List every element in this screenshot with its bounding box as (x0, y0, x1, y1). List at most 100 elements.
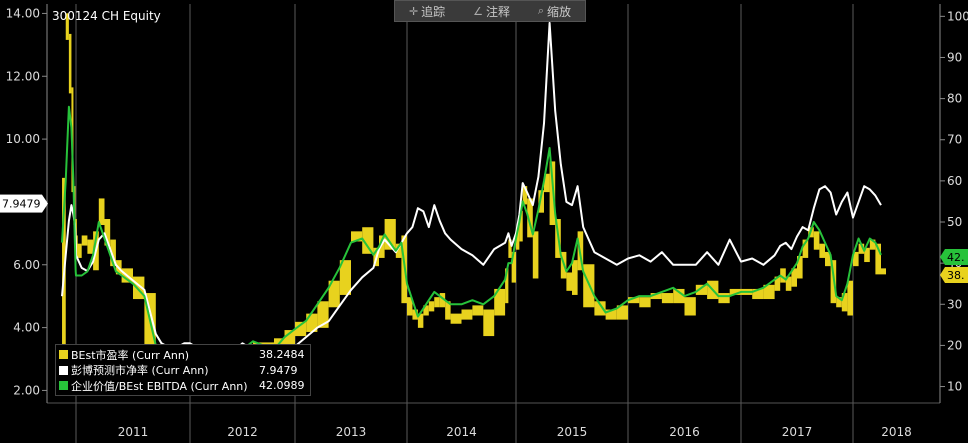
pe-bar (508, 239, 512, 258)
x-axis-labels: 2011 2012 2013 2014 2015 2016 2017 2018 (118, 425, 912, 439)
pe-bar (98, 198, 105, 226)
pe-bar (295, 321, 307, 337)
right-end-tag-text: 38. (947, 269, 965, 282)
x-tick-label-2012: 2012 (227, 425, 258, 439)
pe-bar (752, 288, 764, 300)
legend-label-ev: 企业价值/BEst EBITDA (Curr Ann) (71, 379, 248, 393)
legend-swatch-pe (59, 350, 68, 360)
pe-bar (494, 288, 506, 316)
left-tick-label: 12.00 (6, 69, 40, 83)
legend-item-pb[interactable]: 彭博预测市净率 (Curr Ann) 7.9479 (59, 363, 307, 379)
pe-bar (104, 219, 111, 246)
pe-bar (628, 297, 640, 304)
pe-bar (461, 309, 473, 320)
x-tick-label-2016: 2016 (669, 425, 700, 439)
x-tick-label-2018: 2018 (881, 425, 912, 439)
pe-bar (639, 297, 651, 308)
left-tick-label: 10.00 (6, 132, 40, 146)
left-current-tag-text: 7.9479 (2, 198, 41, 211)
pe-bar (428, 301, 435, 312)
right-tick-label: 20 (947, 338, 962, 352)
pe-bar (527, 198, 533, 238)
pe-bar (718, 293, 730, 304)
pe-bar (813, 231, 820, 250)
pe-bar (791, 268, 797, 287)
right-end-tag-text: 42. (947, 251, 965, 264)
zoom-label: 缩放 (547, 4, 572, 19)
pe-bar (572, 260, 578, 295)
legend-swatch-pb (59, 365, 68, 375)
left-current-tag-arrow (42, 194, 48, 213)
legend-label-pe: BEst市盈率 (Curr Ann) (71, 348, 190, 362)
pe-bar (306, 313, 318, 332)
pe-bar (133, 276, 145, 300)
chart-title: 300124 CH Equity (52, 9, 161, 23)
pe-bar (616, 305, 628, 320)
pe-bar (483, 309, 495, 337)
left-tick-label: 14.00 (6, 6, 40, 20)
legend-value-ev: 42.0989 (259, 379, 305, 393)
zoom-button[interactable]: ⌕ 缩放 (538, 3, 571, 20)
right-tick-label: 60 (947, 174, 962, 188)
pe-bar (780, 268, 786, 283)
pe-bar (407, 297, 413, 316)
legend-item-ev[interactable]: 企业价值/BEst EBITDA (Curr Ann) 42.0989 (59, 378, 307, 394)
magnifier-icon: ⌕ (537, 4, 545, 17)
pe-bar (836, 297, 842, 308)
pe-bar (869, 239, 876, 250)
pe-bar (594, 301, 606, 316)
pe-bar (395, 243, 402, 258)
right-tick-label: 50 (947, 215, 962, 229)
annotate-label: 注释 (485, 4, 510, 19)
pe-bar (351, 231, 363, 242)
pe-bar (841, 293, 848, 312)
left-tick-label: 2.00 (13, 383, 40, 397)
pe-bar (684, 297, 696, 316)
pe-bar (549, 161, 556, 226)
pe-bar (81, 235, 88, 246)
pe-bar (532, 231, 539, 279)
right-end-tag-arrow (940, 249, 945, 265)
right-tick-label: 80 (947, 92, 962, 106)
pe-bar (825, 251, 831, 267)
legend-item-pe[interactable]: BEst市盈率 (Curr Ann) 38.2484 (59, 347, 307, 363)
pe-bar (858, 243, 865, 254)
pe-bar (87, 239, 94, 254)
pe-bar (76, 243, 82, 258)
pe-bar (439, 293, 446, 308)
pe-bar (516, 227, 520, 250)
pe-bar (379, 235, 385, 258)
right-tick-label: 10 (947, 380, 962, 394)
year-gridlines (47, 4, 940, 443)
pe-bar (650, 293, 662, 300)
legend-swatch-ev (59, 381, 68, 391)
chart-legend: BEst市盈率 (Curr Ann) 38.2484 彭博预测市净率 (Curr… (55, 344, 311, 396)
left-tick-label: 4.00 (13, 321, 40, 335)
pe-bar (511, 251, 516, 283)
pe-bar (68, 33, 72, 94)
pe-bar (864, 247, 870, 263)
annotate-button[interactable]: ∠ 注释 (473, 3, 510, 20)
track-button[interactable]: ✛ 追踪 (409, 3, 445, 20)
left-tick-label: 6.00 (13, 258, 40, 272)
pe-bar (802, 239, 809, 258)
pe-bar (819, 243, 825, 258)
x-tick-label-2013: 2013 (336, 425, 367, 439)
pe-bar (544, 173, 550, 193)
pe-bar (785, 276, 792, 291)
axis-value-tags: 7.9479 42. 38. (0, 194, 968, 283)
pe-bar (417, 313, 424, 328)
pe-bar (729, 288, 741, 295)
pe-bar (110, 239, 116, 267)
pe-bar (384, 219, 396, 250)
x-tick-label-2014: 2014 (446, 425, 477, 439)
pe-bar (362, 227, 374, 254)
pe-bar (434, 297, 440, 308)
pe-bar (339, 260, 351, 295)
right-end-tag-bg (945, 249, 968, 265)
chart-toolbar: ✛ 追踪 ∠ 注释 ⌕ 缩放 (394, 0, 586, 22)
pe-bar (797, 256, 803, 279)
right-tick-label: 70 (947, 133, 962, 147)
pe-bar (328, 280, 340, 308)
legend-value-pb: 7.9479 (259, 363, 298, 377)
